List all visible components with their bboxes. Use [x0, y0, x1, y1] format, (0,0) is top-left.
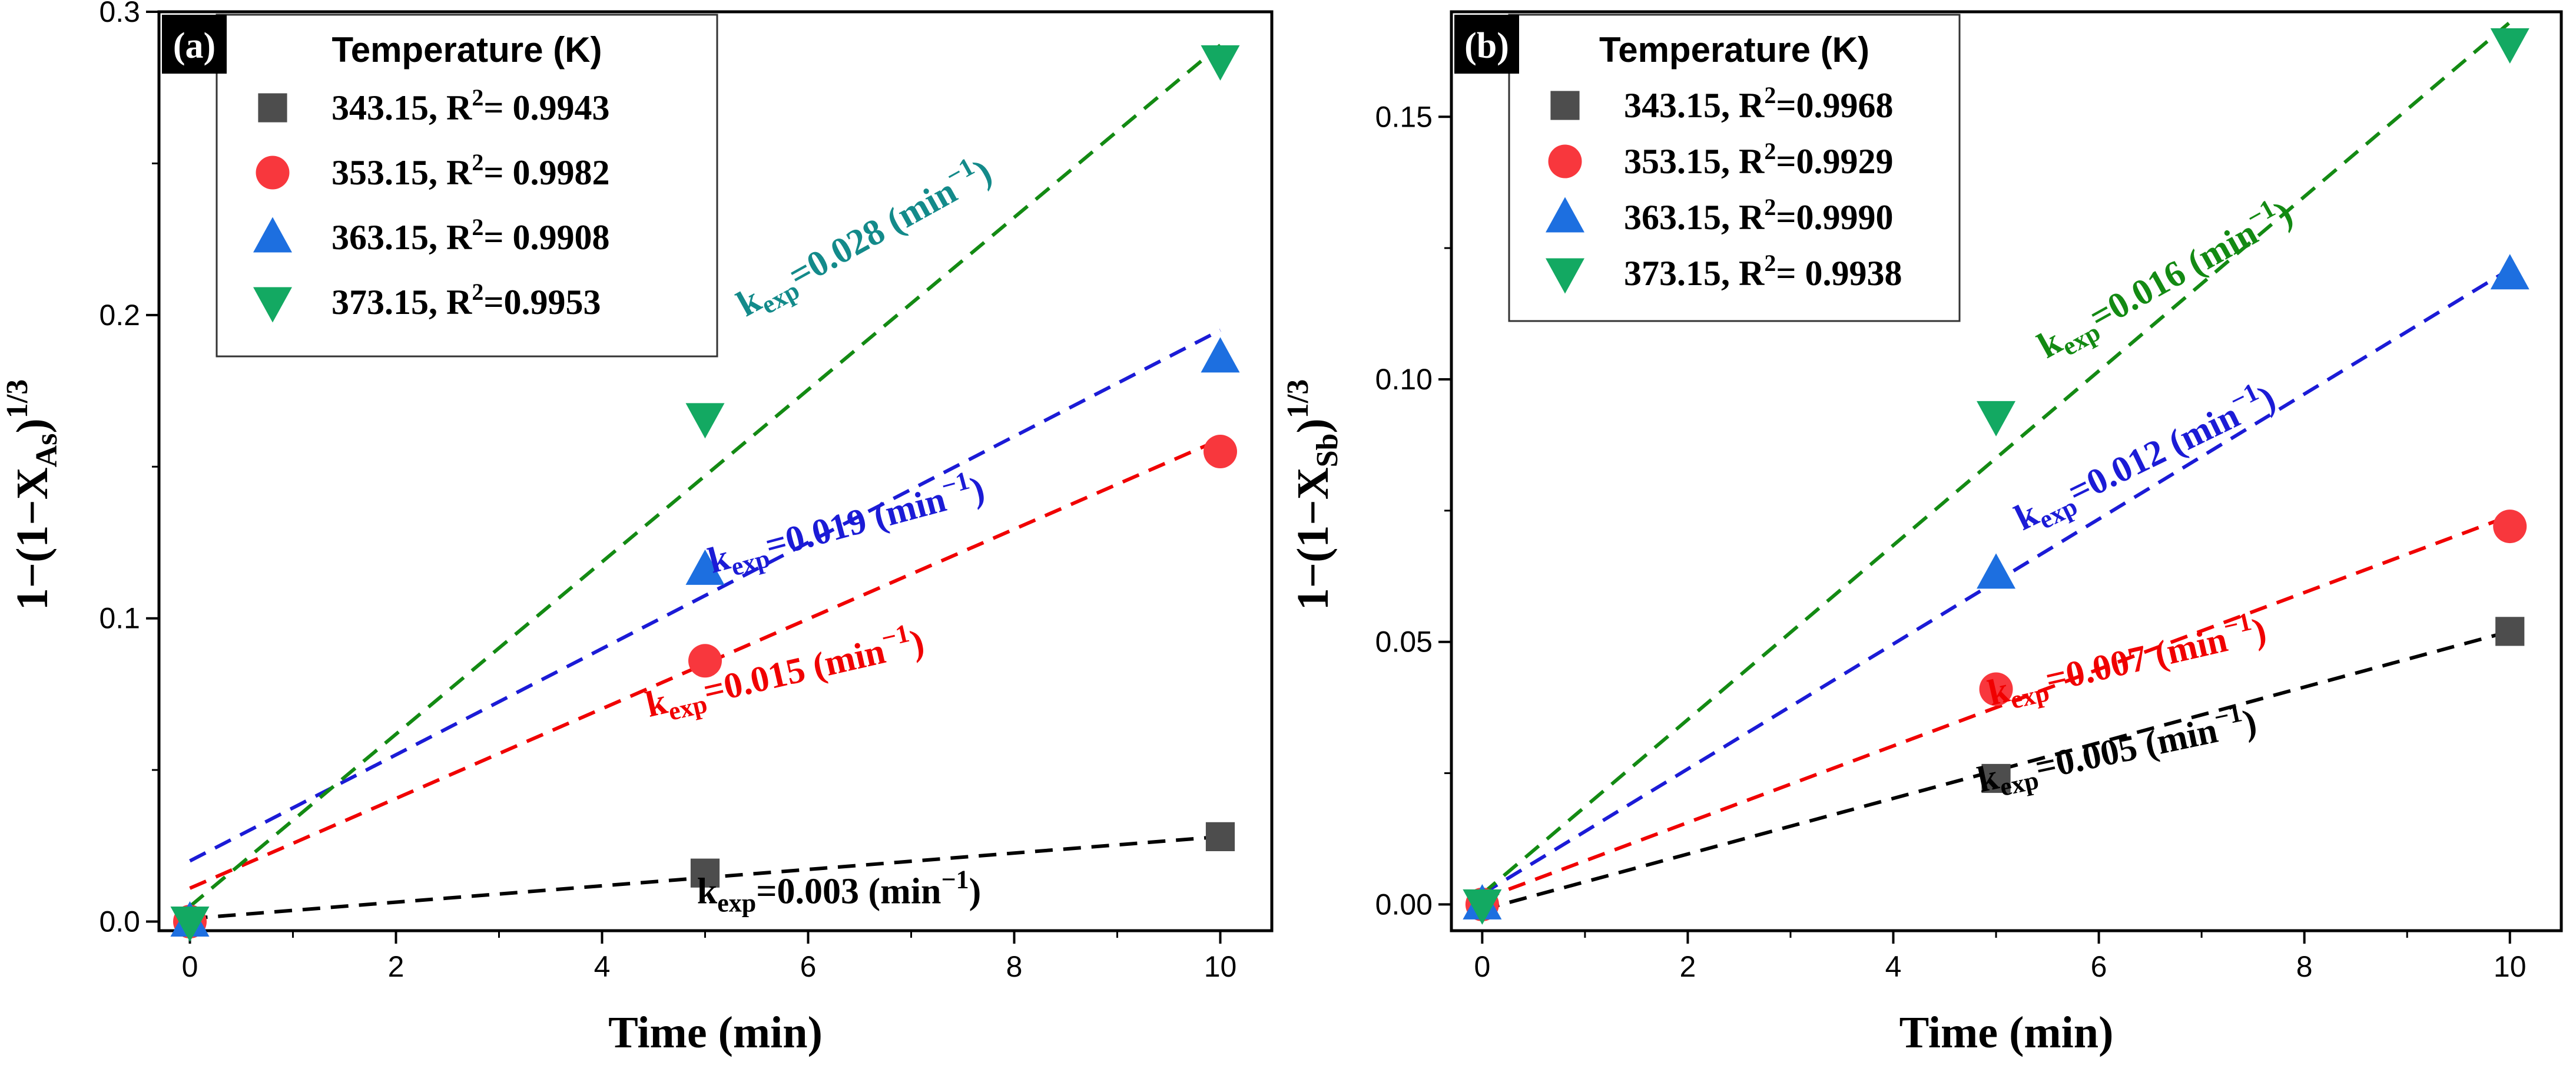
y-tick-label: 0.10	[1375, 363, 1433, 396]
legend-marker-353.15	[256, 156, 290, 190]
legend-title: Temperature (K)	[332, 30, 602, 70]
y-tick-label: 0.00	[1375, 888, 1433, 921]
data-point-343.15	[2495, 617, 2525, 646]
x-tick-label: 0	[1474, 950, 1490, 983]
panel-label-box	[162, 15, 227, 74]
legend-marker-353.15	[1548, 144, 1582, 178]
legend-marker-343.15	[1550, 91, 1580, 120]
x-tick-label: 4	[1885, 950, 1902, 983]
x-axis-label: Time (min)	[1899, 1008, 2114, 1057]
data-point-353.15	[688, 644, 722, 678]
x-tick-label: 8	[2296, 950, 2313, 983]
legend-marker-363.15	[1546, 197, 1584, 233]
x-tick-label: 0	[182, 950, 198, 983]
legend-entry: 373.15, R2= 0.9938	[1624, 250, 1902, 293]
legend-entry: 353.15, R2=0.9929	[1624, 138, 1894, 181]
data-point-363.15	[1201, 337, 1240, 373]
x-tick-label: 8	[1006, 950, 1023, 983]
data-point-353.15	[1204, 435, 1237, 469]
legend-title: Temperature (K)	[1599, 30, 1869, 70]
rate-annotation: kexp=0.028 (min−1)	[727, 146, 1001, 330]
chart-panel-b: 0 2 4 6 8 10 0.00 0.05 0.10 0.15 Time (min) 1−(1−XS…	[1281, 10, 2563, 1057]
x-tick-label: 4	[594, 950, 611, 983]
fit-line-343.15	[1481, 629, 2511, 912]
y-tick-label: 0.2	[99, 299, 140, 332]
data-point-343.15	[1205, 822, 1235, 851]
data-point-353.15	[2493, 510, 2527, 544]
data-point-343.15	[690, 858, 720, 888]
data-point-353.15	[1979, 672, 2013, 706]
data-point-343.15	[1981, 763, 2011, 793]
x-tick-label: 10	[1204, 950, 1237, 983]
rate-annotation: kexp=0.019 (min−1)	[702, 462, 990, 587]
legend-box	[1508, 14, 1961, 322]
x-tick-label: 6	[2091, 950, 2107, 983]
legend-marker-363.15	[253, 217, 292, 253]
rate-annotation: kexp=0.003 (min−1)	[697, 865, 982, 918]
y-tick-label: 0.15	[1375, 100, 1433, 133]
y-tick-label: 0.3	[99, 0, 140, 28]
rate-annotation: kexp=0.016 (min−1)	[2028, 188, 2302, 372]
data-point-373.15	[1463, 889, 1502, 925]
legend-entry: 343.15, R2= 0.9943	[331, 84, 610, 127]
legend-entry: 363.15, R2=0.9990	[1624, 194, 1894, 237]
data-point-373.15	[1977, 401, 2016, 436]
x-tick-label: 2	[1680, 950, 1696, 983]
fit-line-373.15	[188, 44, 1222, 908]
x-tick-label: 10	[2494, 950, 2527, 983]
data-point-363.15	[2490, 254, 2529, 290]
x-tick-label: 2	[388, 950, 405, 983]
y-tick-label: 0.1	[99, 602, 140, 635]
data-point-373.15	[2490, 28, 2529, 64]
legend-marker-373.15	[1546, 258, 1584, 294]
fit-line-353.15	[1481, 514, 2511, 901]
y-axis-label: 1−(1−XAs)1/3	[1, 379, 64, 610]
y-tick-label: 0.05	[1375, 626, 1433, 659]
y-tick-label: 0.0	[99, 905, 140, 938]
data-point-373.15	[1201, 45, 1240, 81]
chart-panel-a: 0 2 4 6 8 10 0.0 0.1 0.2 0.3 Time (min) 1−(1−XAs)1/…	[1, 0, 1274, 1057]
fit-line-353.15	[189, 438, 1221, 890]
legend-marker-343.15	[258, 93, 287, 123]
legend-marker-373.15	[253, 287, 292, 323]
legend-entry: 343.15, R2=0.9968	[1624, 82, 1894, 125]
fit-line-363.15	[189, 328, 1221, 863]
legend-box	[216, 14, 718, 358]
y-axis-label: 1−(1−XSb)1/3	[1281, 379, 1344, 610]
legend-entry: 353.15, R2= 0.9982	[331, 149, 610, 192]
data-point-373.15	[685, 403, 725, 439]
plot-frame	[157, 10, 1274, 932]
legend-entry: 373.15, R2=0.9953	[331, 279, 601, 322]
data-point-363.15	[1977, 553, 2016, 589]
plot-frame	[1450, 10, 2563, 932]
panel-label-box	[1454, 15, 1519, 74]
x-axis-label: Time (min)	[608, 1008, 823, 1057]
rate-annotation: kexp=0.012 (min−1)	[2005, 372, 2284, 544]
data-point-363.15	[685, 549, 725, 585]
data-point-373.15	[170, 907, 210, 942]
panel-label: (b)	[1464, 26, 1509, 66]
panel-label: (a)	[173, 26, 216, 66]
legend-entry: 363.15, R2= 0.9908	[331, 214, 610, 257]
x-tick-label: 6	[800, 950, 817, 983]
